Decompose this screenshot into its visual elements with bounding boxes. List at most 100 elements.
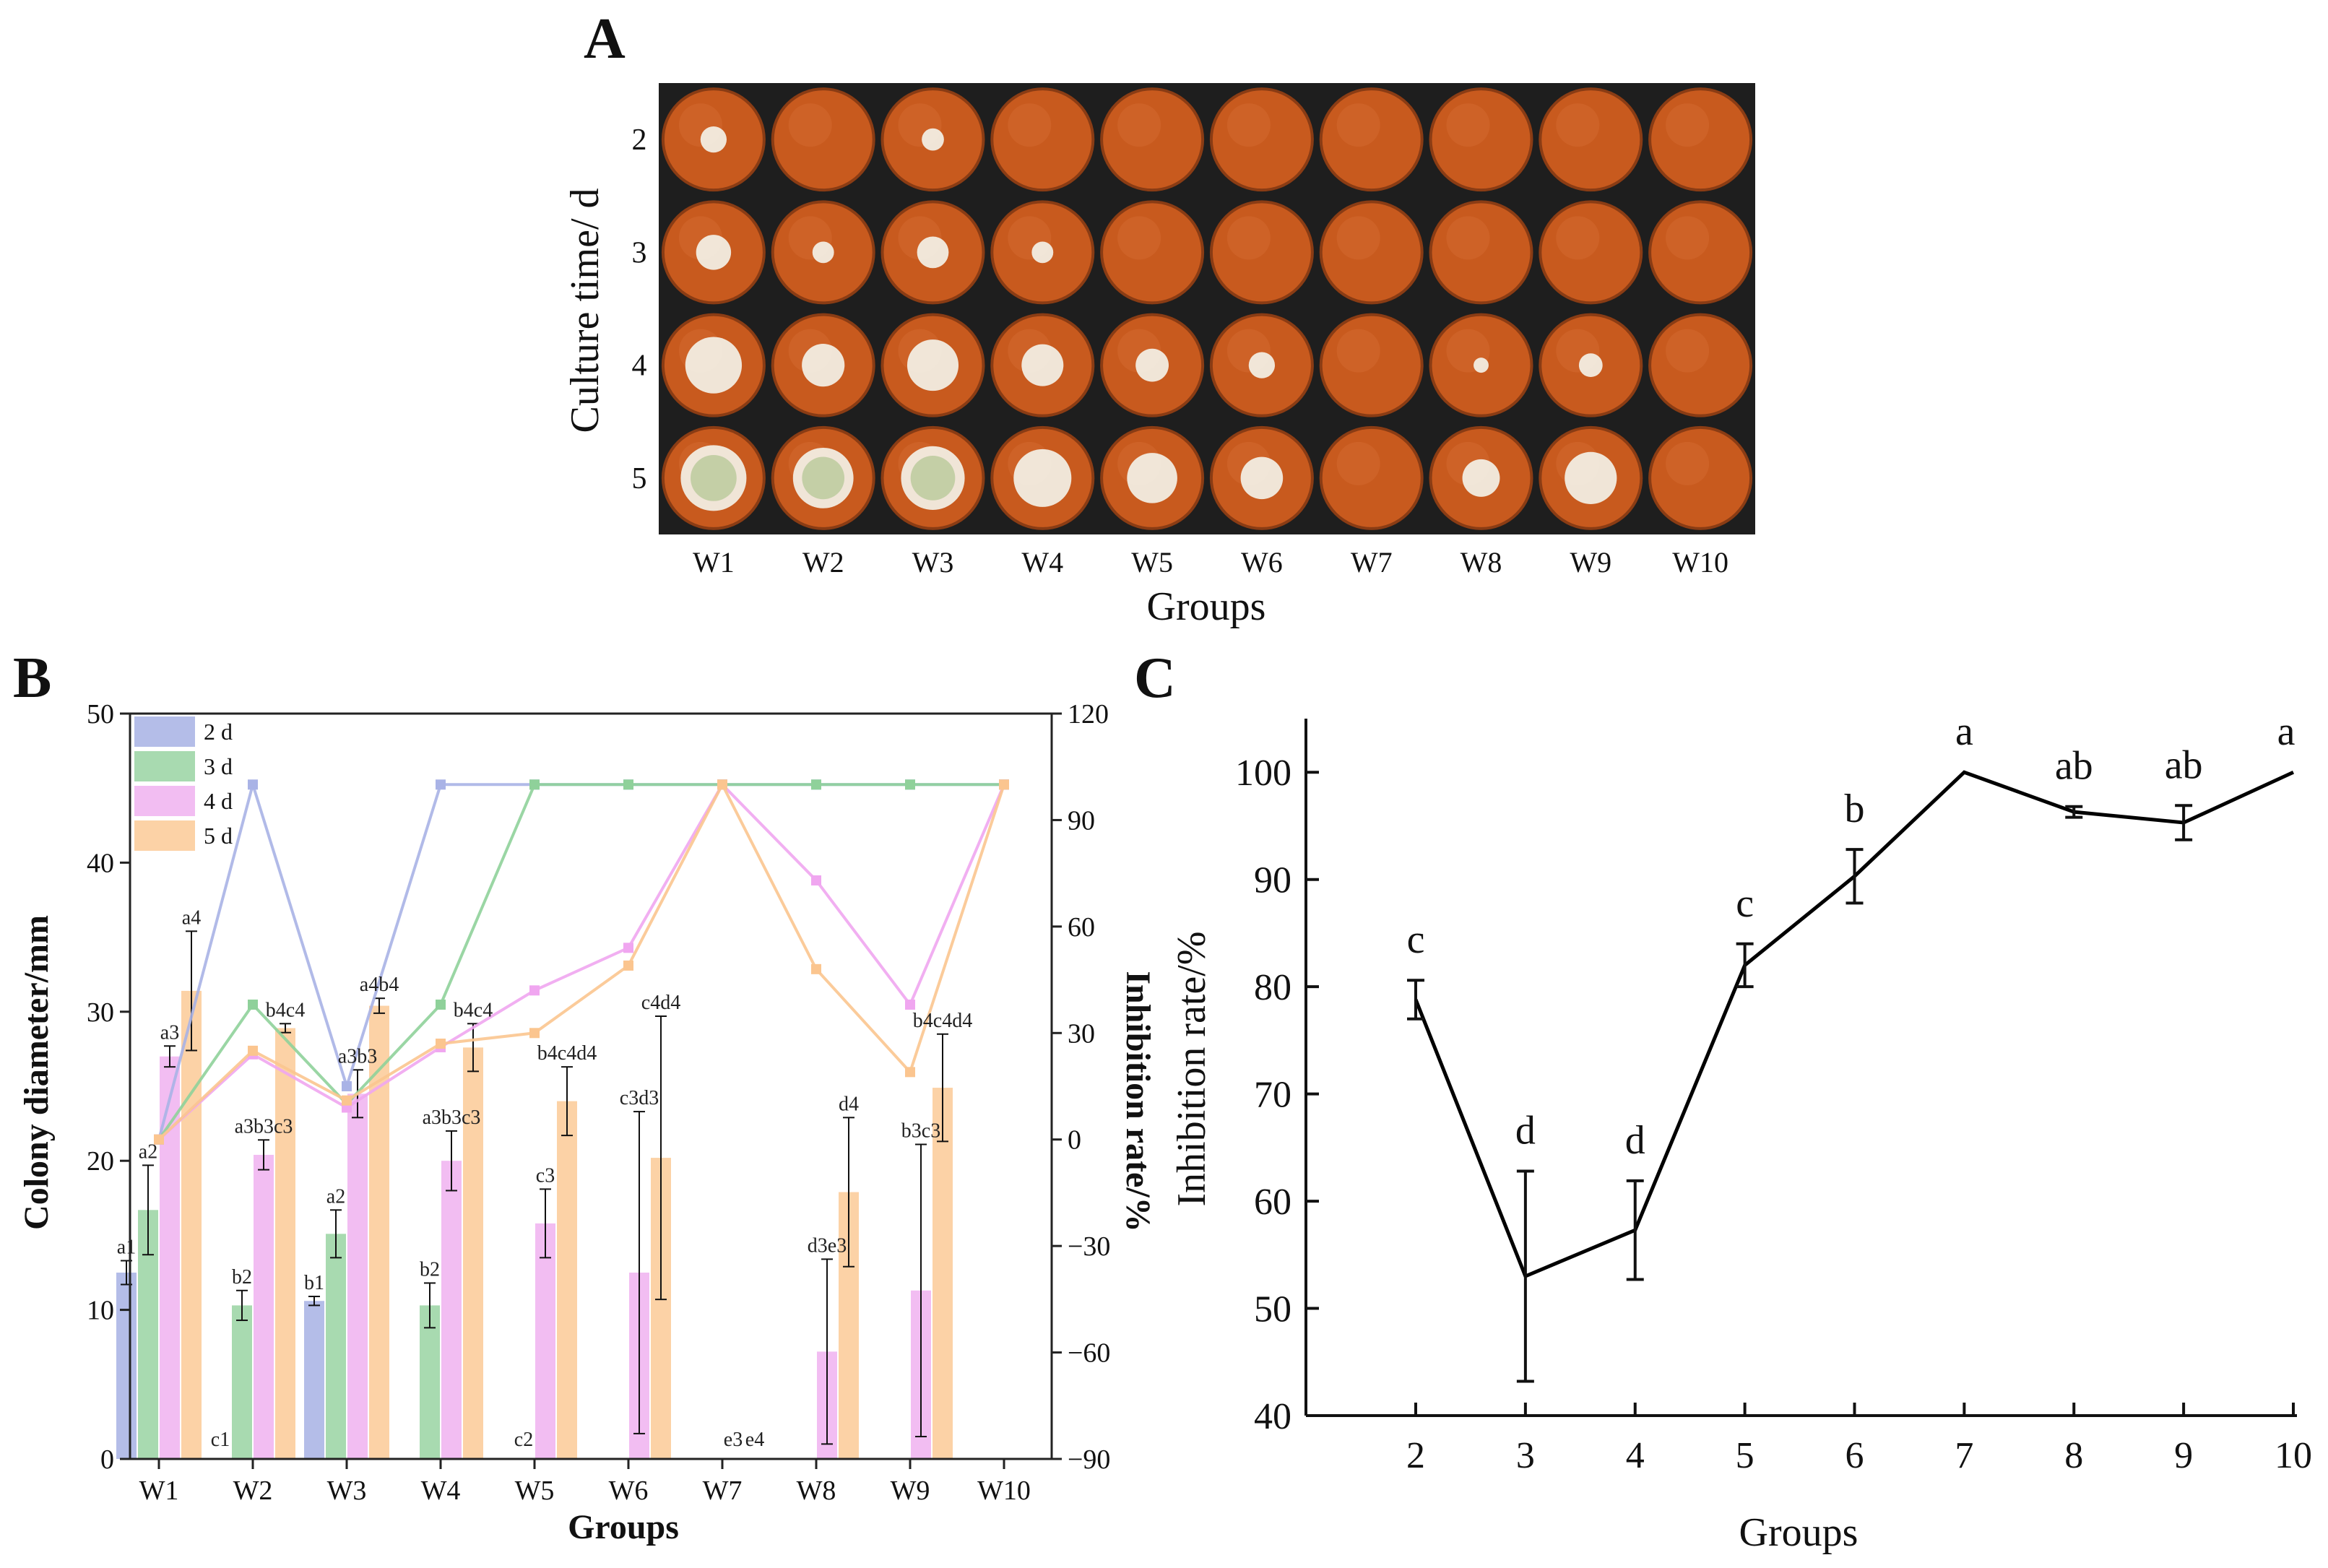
significance-label: a3b3c3 <box>423 1106 481 1129</box>
right-tick-label: −30 <box>1068 1231 1110 1262</box>
petri-dish <box>1539 87 1643 192</box>
panel-b-bar-line-chart: a1 c1 b1 a2 b2 a2 b2 c2 a3 a3b3c3 a3b3 a3b3c3 c3 c3d3… <box>17 699 1157 1546</box>
dish-agar <box>1651 90 1750 189</box>
bar-4d-W1 <box>160 1056 180 1459</box>
inhibition-marker <box>811 875 821 885</box>
group-label-W1: W1 <box>693 546 735 579</box>
colony <box>922 128 944 151</box>
panel-c-y-axis-title: Inhibition rate/% <box>1169 931 1214 1206</box>
error-bar <box>1626 1179 1644 1281</box>
x-tick-label-W2: W2 <box>233 1476 273 1506</box>
x-tick-label-W1: W1 <box>139 1476 179 1506</box>
row-label-day-2: 2 <box>632 124 647 157</box>
bar-3d-W2 <box>232 1305 252 1459</box>
significance-label: a1 <box>117 1236 136 1258</box>
dish-agar <box>1212 90 1311 189</box>
petri-dish <box>990 425 1095 530</box>
colony <box>1135 348 1169 382</box>
petri-dish <box>880 200 985 305</box>
x-tick-label: 7 <box>1955 1435 1973 1476</box>
inhibition-marker <box>811 963 821 974</box>
error-bar <box>1407 979 1424 1021</box>
inhibition-marker <box>623 943 633 953</box>
y-tick-label: 50 <box>1254 1289 1291 1330</box>
dish-agar <box>993 90 1092 189</box>
inhibition-marker <box>623 960 633 971</box>
right-tick-label: 60 <box>1068 912 1095 943</box>
petri-dish <box>771 87 875 192</box>
petri-dish <box>1648 200 1753 305</box>
error-bar <box>446 1130 457 1192</box>
petri-dish <box>1429 425 1533 530</box>
petri-dish <box>1209 200 1314 305</box>
bar-3d-W4 <box>420 1305 440 1459</box>
y-tick-label: 50 <box>87 699 114 729</box>
colony <box>1565 451 1617 504</box>
petri-dish <box>1100 313 1205 417</box>
petri-dish <box>880 87 985 192</box>
dish-agar <box>1651 428 1750 527</box>
significance-label: c3 <box>536 1164 555 1187</box>
significance-label: c4d4 <box>641 992 680 1014</box>
significance-label: d3e3 <box>808 1234 847 1257</box>
bar-2d-W1 <box>116 1273 137 1459</box>
error-bar <box>142 1164 154 1256</box>
petri-dish <box>1539 200 1643 305</box>
bar-5d-W9 <box>933 1088 953 1459</box>
petri-dish <box>1319 200 1424 305</box>
inhibition-line-4d <box>157 782 1005 1141</box>
y-tick-label: 100 <box>1235 753 1291 794</box>
row-label-day-5: 5 <box>632 462 647 495</box>
legend-entry: 5 d <box>204 823 233 849</box>
dish-agar <box>1651 203 1750 302</box>
significance-label: c <box>1407 917 1425 962</box>
right-tick-label: 0 <box>1068 1125 1081 1156</box>
error-bar <box>937 1033 948 1143</box>
y-tick-label: 30 <box>87 997 114 1028</box>
x-tick-label-W7: W7 <box>703 1476 743 1506</box>
y-tick-label: 70 <box>1254 1075 1291 1116</box>
y-tick-label: 20 <box>87 1146 114 1177</box>
x-tick-label: 5 <box>1736 1435 1754 1476</box>
dish-texture <box>1226 103 1271 147</box>
group-label-W6: W6 <box>1241 546 1283 579</box>
significance-label: b4c4 <box>454 999 493 1021</box>
colony <box>1240 456 1284 500</box>
significance-label: c2 <box>514 1429 533 1451</box>
error-bar <box>540 1188 551 1259</box>
petri-dish <box>880 313 985 417</box>
significance-label: a3 <box>160 1021 179 1044</box>
panel-b-y-axis-title: Colony diameter/mm <box>17 915 56 1230</box>
x-tick-label-W9: W9 <box>891 1476 930 1506</box>
dish-texture <box>1336 329 1380 373</box>
significance-label: a2 <box>139 1140 157 1163</box>
legend-entry: 3 d <box>204 753 233 779</box>
inhibition-marker <box>248 1045 258 1056</box>
dish-agar <box>1322 203 1421 302</box>
right-tick-label: −60 <box>1068 1338 1110 1369</box>
colony <box>1013 449 1072 507</box>
significance-label: b <box>1845 787 1865 831</box>
significance-label: d <box>1625 1118 1645 1163</box>
group-label-W8: W8 <box>1461 546 1502 579</box>
panel-a-y-axis-title: Culture time/ d <box>563 188 607 433</box>
panel-c-line-chart: 40 50 60 70 80 90 100 2 3 4 5 6 7 8 9 10 c d d c b a ab ab a In… <box>1169 709 2312 1555</box>
y-tick-label: 80 <box>1254 967 1291 1008</box>
significance-label: b1 <box>304 1272 324 1294</box>
legend-swatch <box>134 786 195 816</box>
legend-entry: 2 d <box>204 719 233 745</box>
x-tick-label-W4: W4 <box>421 1476 461 1506</box>
dish-agar <box>1103 90 1202 189</box>
petri-dish <box>1648 313 1753 417</box>
colony <box>802 344 845 387</box>
panel-b-x-axis-title: Groups <box>568 1508 679 1546</box>
row-label-day-3: 3 <box>632 236 647 269</box>
bar-4d-W4 <box>441 1161 462 1459</box>
significance-label: c <box>1736 881 1754 926</box>
error-bar <box>633 1111 645 1434</box>
right-tick-label: −90 <box>1068 1444 1110 1475</box>
y-tick-label: 40 <box>1254 1396 1291 1437</box>
error-bar <box>236 1289 248 1322</box>
inhibition-marker <box>529 985 540 996</box>
